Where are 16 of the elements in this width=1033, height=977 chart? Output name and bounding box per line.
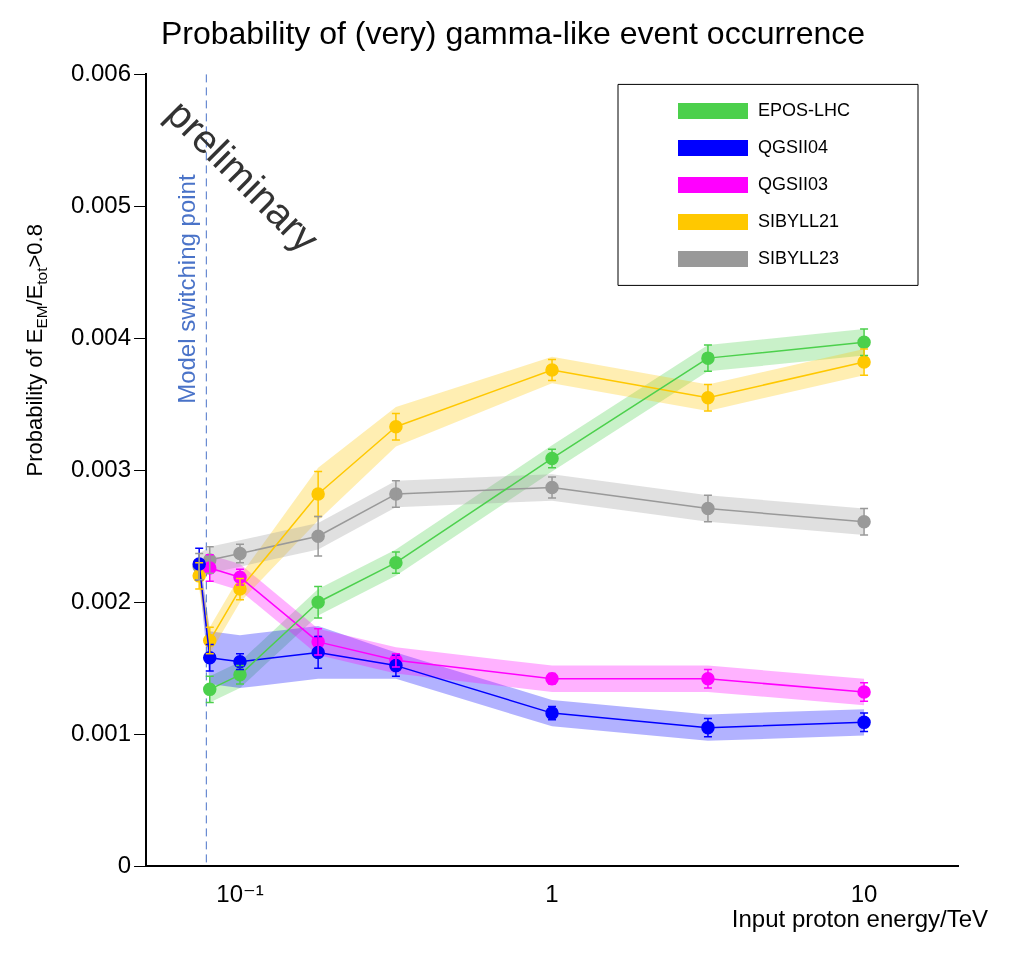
legend-label: EPOS-LHC [758, 99, 851, 120]
legend-label: QGSII04 [758, 136, 829, 157]
y-tick-label: 0.001 [71, 718, 132, 746]
y-tick-label: 0.002 [71, 586, 132, 614]
legend-label: QGSII03 [758, 173, 829, 194]
y-tick-label: 0.004 [71, 322, 132, 350]
y-tick-label: 0.003 [71, 454, 132, 482]
legend-label: SIBYLL23 [758, 247, 840, 268]
y-axis-title: Probability of EEM/Etot>0.8 [22, 224, 50, 477]
x-tick-label: 10⁻¹ [216, 880, 264, 908]
x-tick-label: 1 [545, 880, 559, 908]
legend-label: SIBYLL21 [758, 210, 840, 231]
y-tick-label: 0 [117, 850, 132, 878]
y-tick-label: 0.006 [71, 59, 132, 87]
y-tick-label: 0.005 [71, 190, 132, 218]
chart-title: Probability of (very) gamma-like event occurrence [160, 15, 866, 52]
